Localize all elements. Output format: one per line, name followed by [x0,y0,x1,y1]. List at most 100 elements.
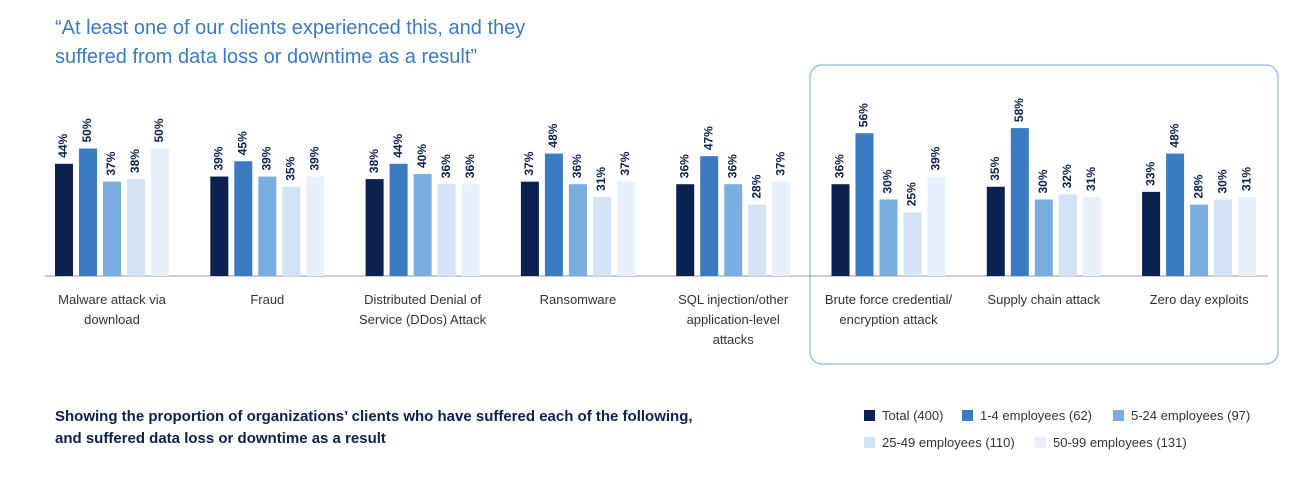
value-label: 35% [283,156,297,180]
bar [1058,194,1077,276]
legend-swatch [1113,410,1124,421]
value-label: 35% [988,156,1002,180]
value-label: 28% [1191,174,1205,198]
legend-swatch [864,437,875,448]
bar [79,148,97,276]
x-tick-label: Distributed Denial of Service (DDos) Att… [359,292,487,327]
x-tick-label: Malware attack via download [58,292,166,327]
bar [700,156,719,276]
bar [879,199,898,276]
value-label: 30% [881,169,895,193]
value-label: 56% [857,103,871,127]
bar [55,163,73,276]
value-label: 38% [128,149,142,173]
bar [1142,191,1161,276]
value-label: 25% [905,182,919,206]
bar [437,184,456,276]
value-label: 58% [1012,98,1026,122]
x-tick-label: Fraud [250,292,285,307]
value-label: 36% [725,154,739,178]
legend-item: 5-24 employees (97) [1113,408,1250,423]
bar [413,174,432,276]
value-label: 33% [1143,162,1157,186]
bar [210,176,229,276]
legend-swatch [962,410,973,421]
bar [1238,196,1257,276]
bar [151,148,169,276]
chart-title: “At least one of our clients experienced… [55,17,526,68]
value-label: 36% [463,154,477,178]
value-label: 39% [307,146,321,170]
value-label: 37% [522,151,536,175]
value-label: 30% [1215,169,1229,193]
bar [1166,153,1185,276]
bar [831,184,850,276]
x-tick-label: Ransomware [539,292,617,307]
x-tick-label: Brute force credential/ encryption attac… [824,292,953,327]
value-label: 37% [104,151,118,175]
bar [1190,204,1209,276]
bar [903,212,922,276]
value-label: 39% [211,146,225,170]
bar [544,153,563,276]
bar [592,196,611,276]
bar [1034,199,1053,276]
bar [306,176,325,276]
value-label: 36% [677,154,691,178]
bar [568,184,587,276]
legend-item: Total (400) [864,408,943,423]
bar [127,179,145,276]
value-label: 48% [546,123,560,147]
value-label: 36% [570,154,584,178]
value-label: 47% [701,126,715,150]
bar [748,204,767,276]
value-label: 31% [1084,167,1098,191]
value-label: 30% [1036,169,1050,193]
legend-item: 50-99 employees (131) [1035,435,1187,450]
bar [461,184,480,276]
value-label: 39% [259,146,273,170]
bar [103,181,121,276]
bar [234,161,253,276]
legend-item: 1-4 employees (62) [962,408,1092,423]
value-label: 37% [773,151,787,175]
value-label: 44% [391,133,405,157]
bar [724,184,743,276]
value-label: 50% [80,118,94,142]
bar [616,181,635,276]
legend-label: Total (400) [882,408,944,423]
legend-swatch [1035,437,1046,448]
value-label: 32% [1060,164,1074,188]
bar [1214,199,1233,276]
value-label: 39% [929,146,943,170]
bar [927,176,946,276]
x-tick-label: Zero day exploits [1149,292,1249,307]
bar [389,163,408,276]
value-label: 36% [833,154,847,178]
bar [520,181,539,276]
value-label: 36% [439,154,453,178]
legend-label: 50-99 employees (131) [1053,435,1187,450]
value-label: 37% [618,151,632,175]
legend-swatch [864,410,875,421]
legend-label: 25-49 employees (110) [882,435,1015,450]
legend-label: 5-24 employees (97) [1131,408,1251,423]
value-label: 45% [235,131,249,155]
bar [855,133,874,276]
bar [772,181,791,276]
bar [1010,128,1029,276]
value-label: 40% [415,144,429,168]
legend-item: 25-49 employees (110) [864,435,1015,450]
bar [365,179,384,276]
highlight-box [809,64,1279,365]
bar [1082,196,1101,276]
chart-subtitle: Showing the proportion of organizations’… [55,408,693,447]
value-label: 48% [1167,123,1181,147]
bar [282,186,301,276]
value-label: 31% [594,167,608,191]
bar [258,176,277,276]
bar [676,184,695,276]
value-label: 44% [56,133,70,157]
